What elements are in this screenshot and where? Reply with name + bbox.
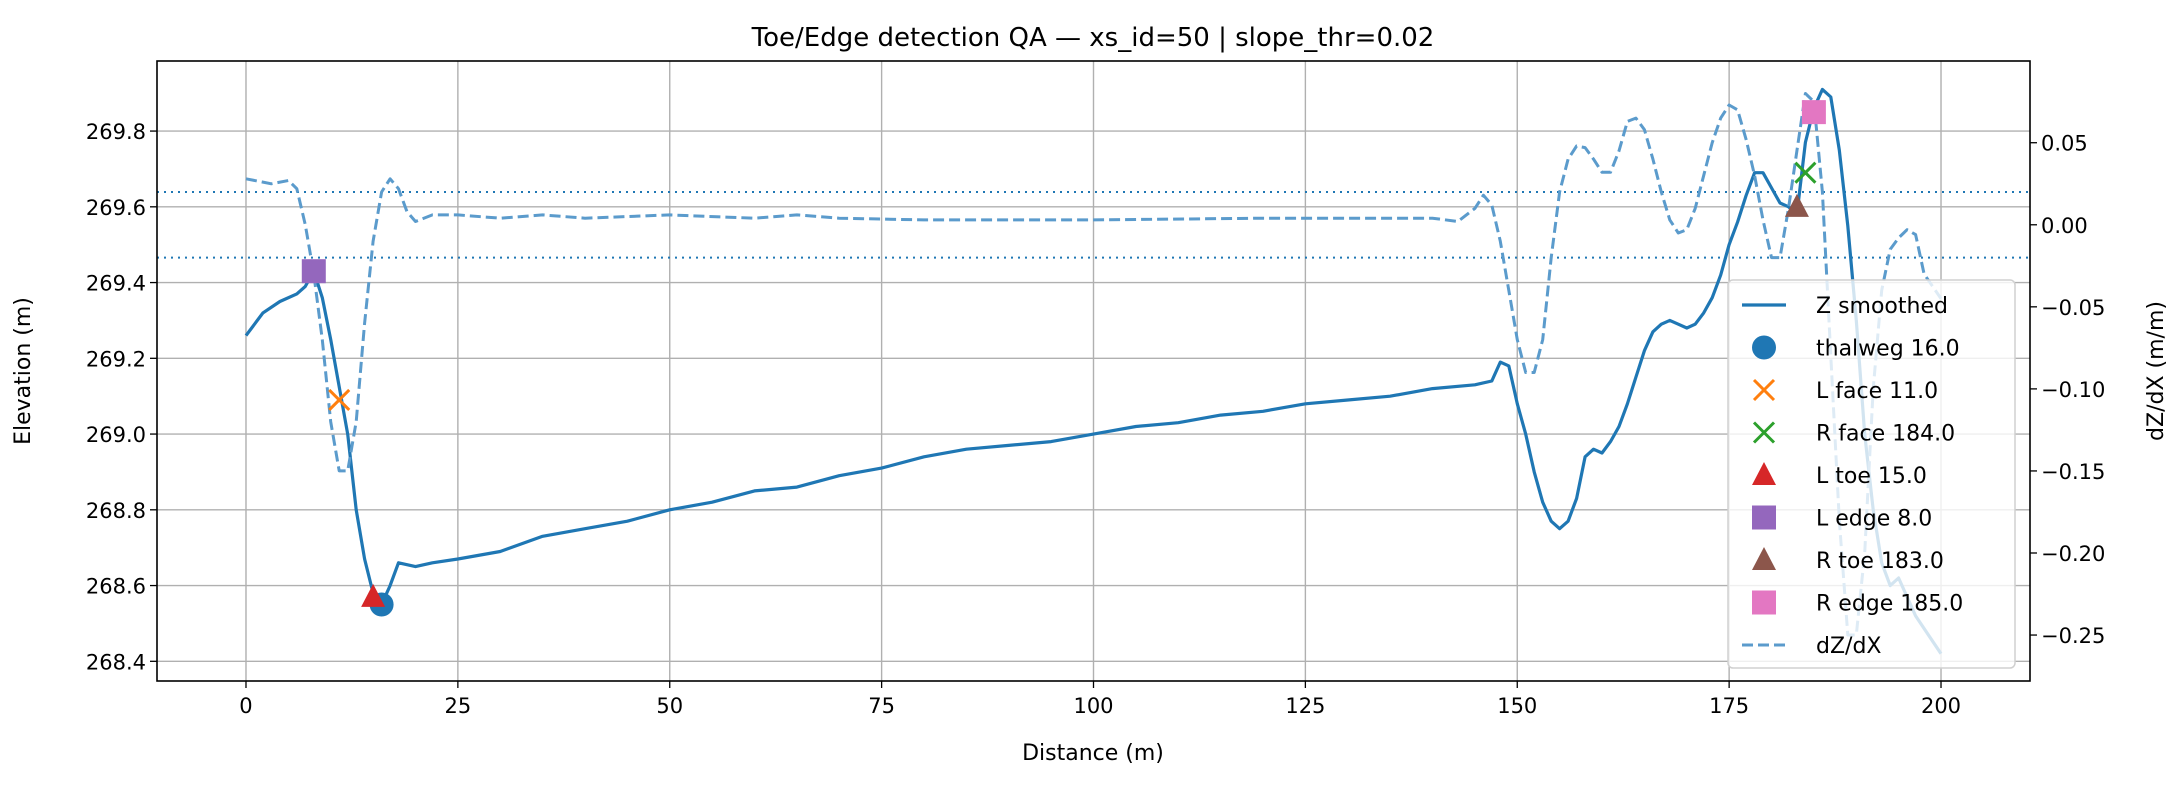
x-tick-label: 50 <box>656 694 683 718</box>
dzdx-line <box>245 92 1943 637</box>
marker-r-edge <box>1801 100 1826 125</box>
y-tick-label: 268.8 <box>86 499 146 523</box>
marker-l-toe <box>361 583 386 607</box>
legend-item: thalweg 16.0 <box>1752 335 1960 362</box>
legend-swatch-x <box>1752 421 1776 444</box>
legend-label: Z smoothed <box>1816 294 1948 319</box>
marker-r-toe <box>1784 193 1809 217</box>
x-stroke <box>1752 421 1776 444</box>
x-stroke <box>1794 161 1817 184</box>
y2-tick-label: −0.25 <box>2041 624 2105 648</box>
legend-label: dZ/dX <box>1816 634 1881 659</box>
y-tick-label: 269.2 <box>86 347 146 371</box>
x-tick-label: 200 <box>1921 694 1961 718</box>
legend-item: R face 184.0 <box>1752 421 1955 447</box>
legend-item: R toe 183.0 <box>1752 547 1944 574</box>
x-axis-label: Distance (m) <box>1022 741 1164 766</box>
y2-tick-label: −0.10 <box>2041 378 2105 402</box>
legend-swatch-square <box>1752 505 1776 530</box>
y-tick-label: 269.0 <box>86 423 146 447</box>
x-stroke <box>328 388 351 412</box>
y-axis-label: Elevation (m) <box>11 297 36 445</box>
markers-layer <box>301 100 1826 617</box>
legend-label: L toe 15.0 <box>1816 464 1927 489</box>
legend-swatch-x <box>1752 378 1776 402</box>
y-tick-label: 269.6 <box>86 196 146 220</box>
x-tick-label: 125 <box>1285 694 1325 718</box>
marker-r-face <box>1794 161 1817 184</box>
legend-item: L edge 8.0 <box>1752 505 1932 532</box>
legend-label: R face 184.0 <box>1816 422 1955 447</box>
y2-tick-label: −0.20 <box>2041 542 2105 566</box>
legend-label: L edge 8.0 <box>1816 507 1932 532</box>
x-stroke <box>1752 378 1776 402</box>
legend-swatch-circle <box>1752 335 1776 360</box>
x-tick-label: 75 <box>868 694 895 718</box>
legend-swatch-square <box>1752 590 1776 615</box>
x-tick-label: 150 <box>1497 694 1537 718</box>
chart-title: Toe/Edge detection QA — xs_id=50 | slope… <box>751 23 1435 53</box>
legend-item: R edge 185.0 <box>1752 590 1963 617</box>
x-tick-label: 175 <box>1709 694 1749 718</box>
x-tick-label: 0 <box>239 694 252 718</box>
y2-axis-label: dZ/dX (m/m) <box>2144 301 2169 441</box>
ticks-layer: 0 25 50 75 100 125 150 175 200 268.4 268.6 268.8 269… <box>86 120 2105 718</box>
y2-tick-label: −0.15 <box>2041 460 2105 484</box>
legend-item: L toe 15.0 <box>1752 462 1927 489</box>
y2-tick-label: −0.05 <box>2041 296 2105 320</box>
x-tick-label: 100 <box>1073 694 1113 718</box>
y2-tick-label: 0.00 <box>2041 214 2088 238</box>
y-tick-label: 269.8 <box>86 120 146 144</box>
legend-swatch-triangle <box>1752 462 1776 485</box>
legend-item: Z smoothed <box>1742 294 1948 319</box>
legend-item: L face 11.0 <box>1752 378 1938 404</box>
legend-label: L face 11.0 <box>1816 379 1938 404</box>
legend-swatch-triangle <box>1752 547 1776 570</box>
legend-label: R edge 185.0 <box>1816 592 1963 617</box>
z-smoothed-line <box>244 87 1943 655</box>
marker-l-face <box>328 388 351 412</box>
legend-label: R toe 183.0 <box>1816 549 1944 574</box>
legend: Z smoothed thalweg 16.0 L face 11.0 R face … <box>1727 279 2016 669</box>
x-tick-label: 25 <box>444 694 471 718</box>
y2-tick-label: 0.05 <box>2041 132 2088 156</box>
legend-item: dZ/dX <box>1742 634 1881 659</box>
marker-l-edge <box>301 259 326 284</box>
series-layer <box>244 87 1943 655</box>
y-tick-label: 269.4 <box>86 272 146 296</box>
legend-box <box>1727 279 2016 669</box>
y-tick-label: 268.6 <box>86 575 146 599</box>
y-tick-label: 268.4 <box>86 650 146 674</box>
legend-label: thalweg 16.0 <box>1816 337 1960 362</box>
